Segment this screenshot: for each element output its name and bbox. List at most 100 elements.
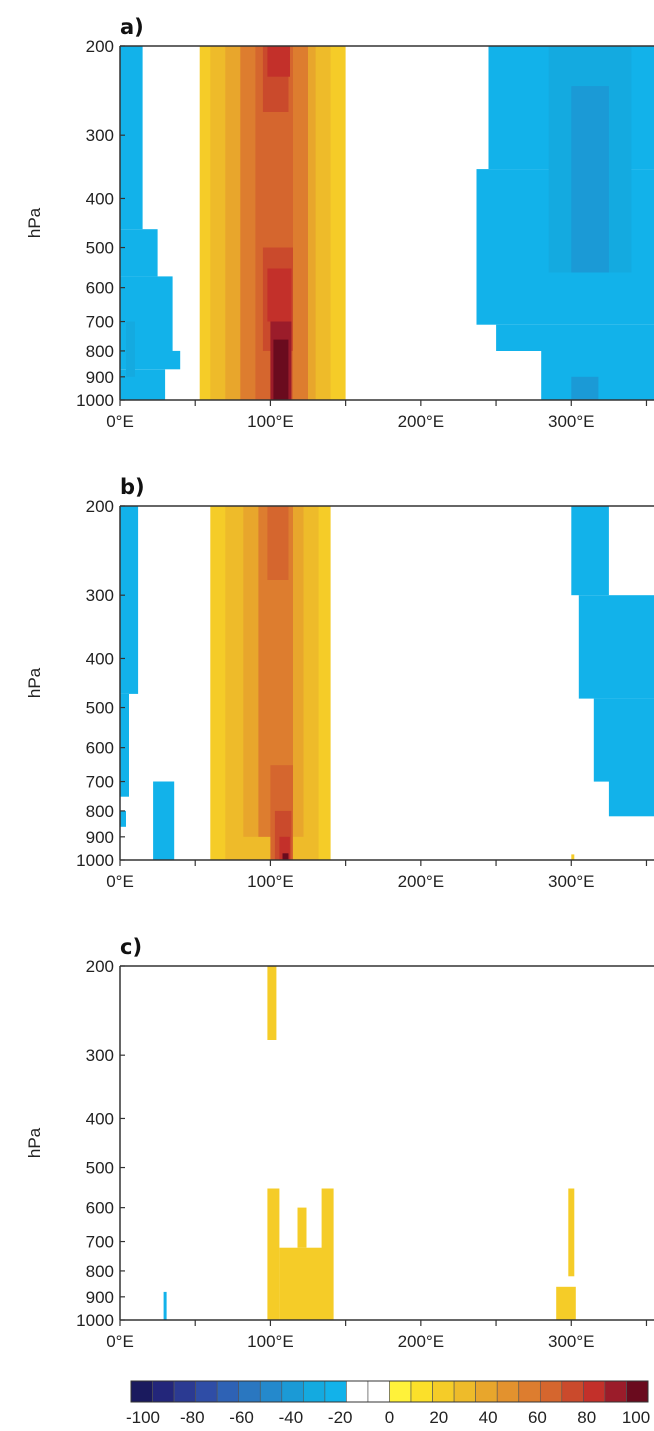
colorbar-swatch (302, 1380, 326, 1403)
colorbar-swatch (389, 1380, 412, 1403)
colorbar-swatch (324, 1380, 347, 1403)
heatmap-cell (120, 693, 129, 797)
y-tick-label: 800 (86, 1262, 114, 1281)
colorbar-tick-label: -100 (126, 1408, 160, 1427)
colorbar-swatch (475, 1380, 498, 1403)
colorbar-swatch (130, 1380, 153, 1403)
y-tick-label: 500 (86, 239, 114, 258)
y-tick-label: 300 (86, 1046, 114, 1065)
heatmap-cells (120, 46, 654, 400)
panel-2: b) hPa 200 300 400 500 600 700 800 900 1000 0°E 100°… (25, 475, 654, 891)
y-tick-label: 200 (86, 497, 114, 516)
colorbar-tick-label: -80 (180, 1408, 205, 1427)
colorbar-tick-label: 60 (528, 1408, 547, 1427)
colorbar-swatch (432, 1380, 455, 1403)
heatmap-cell (578, 595, 654, 699)
colorbar-swatch (496, 1380, 520, 1403)
y-tick-label: 300 (86, 126, 114, 145)
x-tick-label: 100°E (247, 412, 294, 431)
y-axis-label: hPa (25, 207, 44, 238)
y-tick-label: 700 (86, 773, 114, 792)
y-tick-label: 400 (86, 1109, 114, 1128)
colorbar-swatch (346, 1380, 369, 1403)
y-axis-label: hPa (25, 667, 44, 698)
x-tick-label: 200°E (398, 872, 445, 891)
heatmap-cell (267, 1188, 280, 1320)
heatmap-cell (120, 229, 158, 277)
colorbar-swatch (259, 1380, 283, 1403)
x-tick-label: 0°E (106, 872, 134, 891)
colorbar-swatch (152, 1380, 175, 1403)
panel-label: a) (120, 15, 144, 39)
heatmap-cell (267, 966, 277, 1040)
panel-label: b) (120, 475, 145, 499)
colorbar-swatch (367, 1380, 390, 1403)
heatmap-cell (126, 321, 135, 377)
colorbar-swatch (173, 1380, 196, 1403)
heatmap-cell (556, 1286, 576, 1320)
heatmap-cell (321, 1188, 334, 1320)
heatmap-cell (571, 376, 599, 400)
y-tick-label: 500 (86, 699, 114, 718)
heatmap-cell (267, 46, 290, 77)
heatmap-cell (153, 781, 175, 860)
heatmap-cell (568, 1188, 575, 1277)
y-tick-label: 700 (86, 313, 114, 332)
heatmap-cell (120, 46, 143, 230)
x-tick-label: 200°E (398, 412, 445, 431)
colorbar-swatch (518, 1380, 541, 1403)
heatmap-cell (496, 324, 654, 351)
colorbar-tick-label: -20 (328, 1408, 353, 1427)
heatmap-cell (608, 781, 654, 817)
colorbar-tick-label: 40 (479, 1408, 498, 1427)
colorbar-swatch (453, 1380, 476, 1403)
panel-label: c) (120, 935, 142, 959)
heatmap-cell (571, 854, 575, 860)
heatmap-cell (163, 1291, 167, 1320)
y-tick-label: 900 (86, 1288, 114, 1307)
x-tick-label: 300°E (548, 412, 595, 431)
y-tick-label: 600 (86, 739, 114, 758)
heatmap-cell (571, 506, 609, 596)
y-tick-label: 1000 (76, 851, 114, 870)
colorbar-swatch (216, 1380, 239, 1403)
heatmap-cell (571, 86, 609, 273)
heatmap-cell (593, 698, 654, 782)
colorbar-swatch (626, 1380, 649, 1403)
y-tick-label: 200 (86, 37, 114, 56)
heatmap-cell (120, 506, 139, 694)
x-tick-label: 100°E (247, 1332, 294, 1351)
colorbar-tick-label: -40 (279, 1408, 304, 1427)
panel-3: c) hPa 200 300 400 500 600 700 800 900 1000 0°E 100°… (25, 935, 654, 1351)
y-tick-label: 700 (86, 1233, 114, 1252)
panel-1: a) hPa 200 300 400 500 600 700 800 900 1000 0°E 100°… (25, 15, 654, 431)
colorbar-swatch (539, 1380, 563, 1403)
y-tick-label: 900 (86, 368, 114, 387)
y-tick-label: 400 (86, 649, 114, 668)
y-axis-label: hPa (25, 1127, 44, 1158)
x-tick-label: 300°E (548, 872, 595, 891)
y-tick-label: 600 (86, 279, 114, 298)
heatmap-cell (120, 810, 126, 827)
y-tick-label: 800 (86, 802, 114, 821)
y-tick-label: 800 (86, 342, 114, 361)
colorbar-swatch (561, 1380, 584, 1403)
y-tick-label: 400 (86, 189, 114, 208)
colorbar-swatch (410, 1380, 433, 1403)
x-tick-label: 300°E (548, 1332, 595, 1351)
x-tick-label: 0°E (106, 1332, 134, 1351)
colorbar-frame (130, 1380, 649, 1403)
heatmap-cell (279, 836, 290, 860)
colorbar-swatch (238, 1380, 261, 1403)
colorbar: -100 -80 -60 -40 -20 0 20 40 60 80 100 (126, 1380, 650, 1427)
heatmap-cell (120, 350, 181, 370)
y-tick-label: 500 (86, 1159, 114, 1178)
x-tick-label: 200°E (398, 1332, 445, 1351)
colorbar-swatch (281, 1380, 304, 1403)
colorbar-tick-label: 100 (622, 1408, 650, 1427)
heatmap-cells (120, 506, 654, 860)
y-tick-label: 1000 (76, 391, 114, 410)
colorbar-swatch (604, 1380, 627, 1403)
colorbar-tick-label: -60 (229, 1408, 254, 1427)
